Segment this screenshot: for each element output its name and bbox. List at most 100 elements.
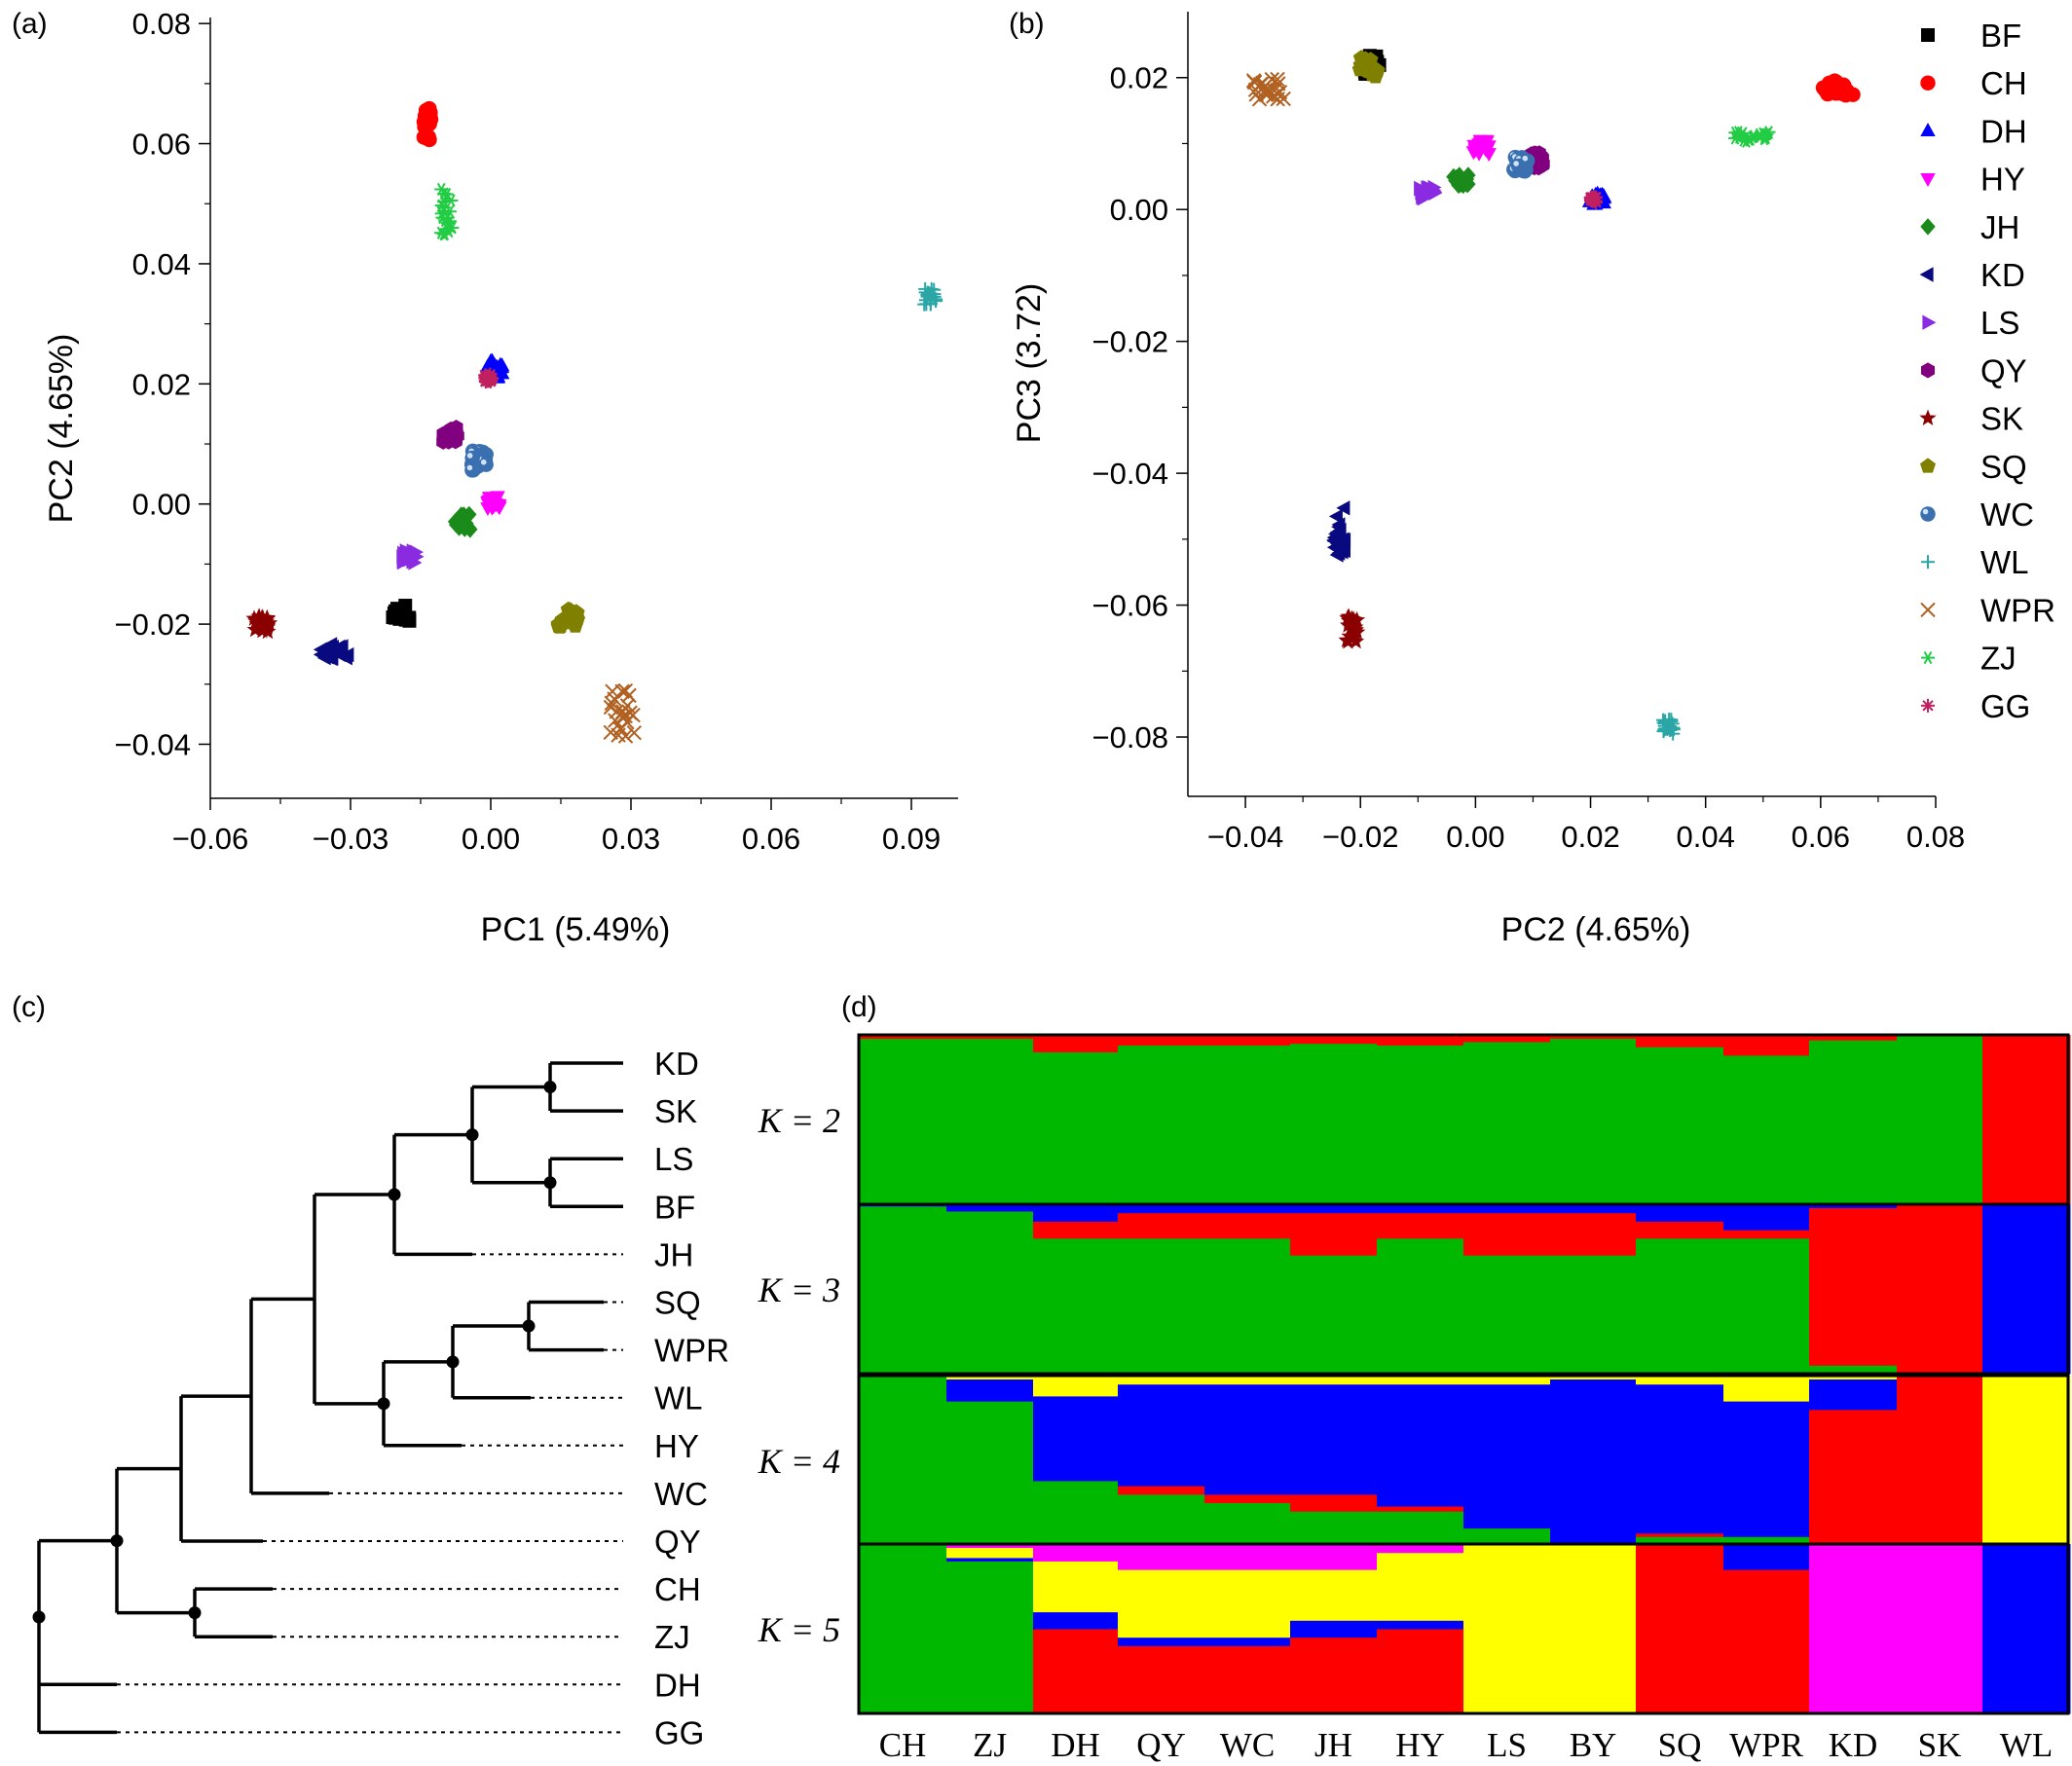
- point-jh: [453, 512, 469, 530]
- point-ch: [1839, 83, 1855, 98]
- point-zj: [436, 227, 451, 240]
- pca-plot-pc2-pc3: PC2 (4.65%) PC3 (3.72) −0.08 −0.06 −0.04 −0…: [1011, 12, 1965, 948]
- cluster-jh: [447, 505, 478, 538]
- tree-tip-label: GG: [654, 1714, 704, 1750]
- legend-marker-bf: [1921, 28, 1935, 42]
- pca-plot-pc1-pc2: PC1 (5.49%) PC2 (4.65%) −0.04 −0.02 0.00 0.…: [43, 7, 958, 948]
- admixture-bar-hy: [1377, 1620, 1464, 1630]
- legend-item-kd: KD: [1919, 257, 2025, 293]
- legend-item-ch: CH: [1920, 65, 2027, 101]
- admixture-bar-kd: [1809, 1379, 1898, 1411]
- admixture-bar-wc: [1204, 1637, 1291, 1646]
- admixture-bar-sk: [1897, 1544, 1983, 1714]
- point-sq: [1351, 61, 1368, 77]
- cluster-hy: [480, 491, 507, 517]
- legend-label: ZJ: [1980, 641, 2016, 677]
- tree-tip-label: BF: [654, 1189, 695, 1225]
- admixture-bar-dh: [1033, 1611, 1119, 1630]
- admixture-row-frame: [857, 1542, 2070, 1715]
- admixture-bar-wpr: [1723, 1230, 1810, 1239]
- admixture-bar-dh: [1033, 1221, 1119, 1239]
- admixture-bar-kd: [1809, 1207, 1898, 1366]
- admixture-bar-dh: [1033, 1051, 1119, 1205]
- x-tick-label: 0.00: [462, 822, 520, 856]
- legend-item-ls: LS: [1922, 305, 2019, 341]
- point-wc: [464, 450, 480, 466]
- admixture-bar-wpr: [1723, 1035, 1810, 1056]
- admixture-bar-sk: [1897, 1204, 1983, 1375]
- point-kd: [324, 650, 339, 666]
- panel-letter-a: (a): [12, 8, 48, 40]
- k-label: K = 5: [758, 1610, 840, 1649]
- admixture-bar-ls: [1463, 1204, 1551, 1214]
- admixture-bar-wc: [1204, 1544, 1291, 1570]
- tree-tip-label: ZJ: [654, 1619, 690, 1655]
- point-sk: [1339, 609, 1356, 626]
- cluster-kd: [1326, 500, 1351, 563]
- admixture-bar-qy: [1118, 1212, 1205, 1239]
- admixture-bar-wpr: [1723, 1204, 1810, 1231]
- legend-label: LS: [1980, 305, 2019, 341]
- legend-marker-hy: [1920, 173, 1936, 187]
- point-ch: [420, 102, 435, 118]
- legend-item-wpr: WPR: [1920, 592, 2055, 628]
- cluster-sq: [550, 601, 586, 634]
- admixture-bar-sq: [1636, 1536, 1724, 1546]
- point-sk: [253, 613, 271, 630]
- admixture-bar-zj: [946, 1544, 1034, 1548]
- point-hy: [481, 496, 497, 510]
- admixture-bar-wpr: [1723, 1544, 1810, 1570]
- tree-tip-label: JH: [654, 1236, 693, 1272]
- point-qy: [439, 425, 454, 442]
- point-ch: [420, 117, 436, 132]
- admixture-bar-qy: [1118, 1645, 1205, 1714]
- tree-tip-label: WC: [654, 1476, 708, 1512]
- x-tick-label: 0.00: [1446, 820, 1504, 854]
- admixture-bar-wl: [1982, 1035, 2071, 1205]
- legend-item-hy: HY: [1920, 162, 2025, 198]
- admixture-bar-dh: [1033, 1544, 1119, 1562]
- x-tick-label: 0.06: [742, 822, 800, 856]
- point-sk: [1345, 610, 1362, 627]
- point-dh: [492, 359, 507, 374]
- admixture-bar-kd: [1809, 1040, 1898, 1205]
- admixture-bar-kd: [1809, 1365, 1898, 1375]
- admixture-bar-wc: [1204, 1502, 1291, 1546]
- y-tick-label: 0.00: [132, 488, 191, 522]
- legend-item-qy: QY: [1921, 352, 2027, 388]
- cluster-bf: [386, 599, 417, 628]
- admixture-bar-by: [1550, 1035, 1637, 1039]
- legend-marker-dh: [1920, 123, 1936, 136]
- point-gg: [1586, 193, 1601, 207]
- admixture-bar-wc: [1204, 1569, 1291, 1638]
- y-tick-label: 0.02: [132, 367, 191, 401]
- admixture-bar-hy: [1377, 1035, 1464, 1046]
- admixture-bar-sq: [1636, 1383, 1724, 1534]
- admixture-row-k5: K = 5: [758, 1542, 2071, 1715]
- panel-letter-d: (d): [841, 991, 877, 1023]
- legend-label: SK: [1980, 401, 2023, 437]
- admixture-bar-jh: [1290, 1637, 1378, 1714]
- cluster-wl: [917, 281, 944, 312]
- y-tick-label: −0.02: [115, 607, 191, 642]
- admixture-bar-hy: [1377, 1212, 1464, 1239]
- panel-letter-c: (c): [12, 991, 46, 1023]
- legend-label: HY: [1980, 162, 2025, 198]
- point-wpr: [617, 728, 634, 744]
- admixture-bar-sq: [1636, 1237, 1724, 1375]
- admixture-bar-ls: [1463, 1255, 1551, 1375]
- admixture-category-label: BY: [1570, 1726, 1617, 1764]
- admixture-bar-ch: [859, 1205, 947, 1375]
- point-wpr: [604, 695, 620, 711]
- admixture-bar-by: [1550, 1038, 1637, 1205]
- admixture-row-k4: K = 4: [758, 1374, 2071, 1547]
- admixture-bar-wc: [1204, 1035, 1291, 1046]
- legend-label: KD: [1980, 257, 2025, 293]
- point-sk: [1343, 613, 1360, 630]
- admixture-bar-by: [1550, 1379, 1637, 1546]
- y-tick-label: −0.06: [1092, 589, 1168, 623]
- legend-label: CH: [1980, 65, 2027, 101]
- admixture-bar-sq: [1636, 1532, 1724, 1537]
- cluster-ls: [396, 543, 425, 570]
- admixture-bar-sk: [1897, 1376, 1983, 1546]
